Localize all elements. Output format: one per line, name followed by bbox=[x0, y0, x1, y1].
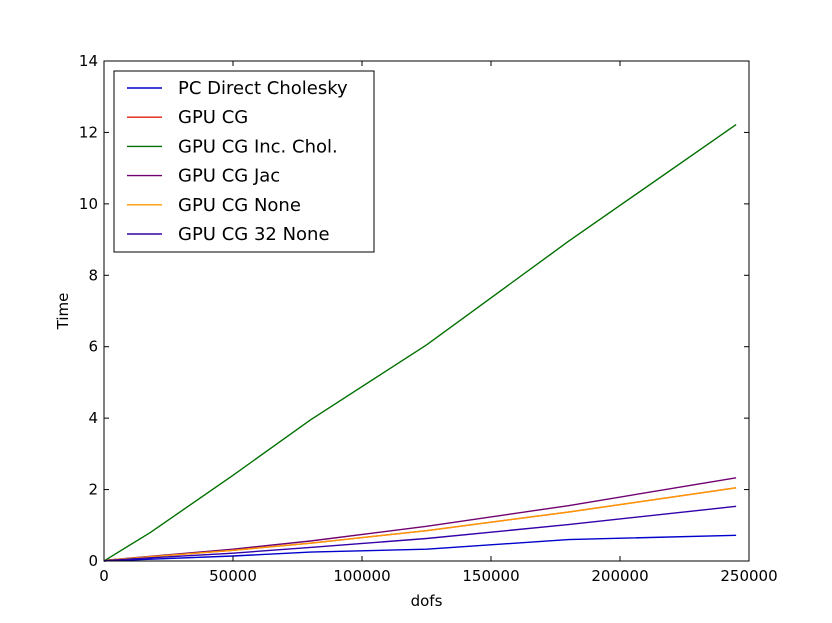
x-tick-label: 200000 bbox=[591, 567, 648, 585]
plot-frame bbox=[103, 60, 750, 562]
series-line-2 bbox=[103, 123, 737, 562]
y-tick-label: 12 bbox=[79, 123, 98, 141]
legend-label-4: GPU CG None bbox=[178, 195, 301, 216]
y-tick-label: 4 bbox=[88, 409, 98, 427]
series-layer bbox=[103, 123, 737, 562]
y-tick-label: 6 bbox=[88, 338, 98, 356]
legend-label-1: GPU CG bbox=[178, 107, 248, 128]
y-tick-label: 14 bbox=[79, 52, 98, 70]
legend: PC Direct Cholesky GPU CG GPU CG Inc. Chol… bbox=[113, 70, 375, 253]
legend-label-2: GPU CG Inc. Chol. bbox=[178, 136, 338, 157]
y-tick-label: 10 bbox=[79, 195, 98, 213]
series-line-5 bbox=[103, 505, 737, 562]
x-tick-label: 50000 bbox=[209, 567, 257, 585]
x-tick-label: 150000 bbox=[462, 567, 519, 585]
x-tick-label: 250000 bbox=[720, 567, 777, 585]
x-tick-label: 100000 bbox=[333, 567, 390, 585]
legend-box bbox=[113, 70, 375, 253]
y-tick-label: 0 bbox=[88, 552, 98, 570]
legend-label-3: GPU CG Jac bbox=[178, 166, 280, 187]
x-tick-label: 0 bbox=[99, 567, 109, 585]
x-axis-label: dofs bbox=[411, 592, 443, 610]
y-axis-label: Time bbox=[54, 293, 72, 331]
legend-label-0: PC Direct Cholesky bbox=[178, 78, 348, 99]
y-tick-label: 8 bbox=[88, 266, 98, 284]
tick-layer: 0 50000 100000 150000 200000 250000 0 2 4 6 8 10 12 1… bbox=[79, 52, 778, 585]
legend-label-5: GPU CG 32 None bbox=[178, 224, 330, 245]
y-tick-label: 2 bbox=[88, 481, 98, 499]
